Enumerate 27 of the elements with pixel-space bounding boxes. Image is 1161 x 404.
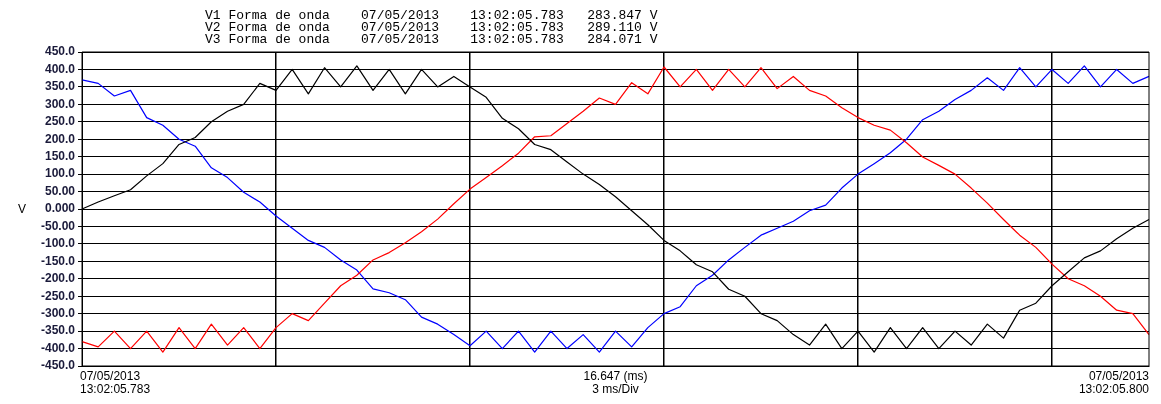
y-tick-label: 200.0 <box>44 131 76 146</box>
y-tick-label: -350.0 <box>40 323 76 338</box>
text: V2 Forma de onda 07/05/2013 13:02:05.783 289.110 V <box>205 20 658 35</box>
y-tick-label: 100.0 <box>44 166 76 181</box>
y-tick-label: -450.0 <box>40 358 76 373</box>
y-tick-label: 400.0 <box>44 61 76 76</box>
y-tick-label: -150.0 <box>40 253 76 268</box>
y-tick-label: 450.0 <box>44 44 76 59</box>
text: 07/05/2013 13:02:05.800 <box>1078 369 1150 396</box>
text: 3 ms/Div <box>592 382 639 396</box>
y-tick-label: 350.0 <box>44 79 76 94</box>
y-axis-title: V <box>17 202 27 216</box>
y-tick-label: -200.0 <box>40 271 76 286</box>
text: V3 Forma de onda 07/05/2013 13:02:05.783 284.071 V <box>205 32 658 47</box>
y-tick-label: 50.00 <box>44 183 76 198</box>
y-tick-label: 300.0 <box>44 96 76 111</box>
text: V1 Forma de onda 07/05/2013 13:02:05.783 283.847 V <box>205 8 658 23</box>
y-tick-label: 150.0 <box>44 148 76 163</box>
y-tick-label: -100.0 <box>40 236 76 251</box>
y-tick-label: 250.0 <box>44 114 76 129</box>
y-tick-label: -250.0 <box>40 288 76 303</box>
y-tick-label: -300.0 <box>40 305 76 320</box>
text: 07/05/2013 13:02:05.783 <box>80 369 151 396</box>
y-tick-label: -400.0 <box>40 340 76 355</box>
y-tick-label: 0.000 <box>44 201 76 216</box>
y-tick-label: -50.00 <box>40 218 76 233</box>
x-axis-title: 16.647 (ms) <box>583 369 648 383</box>
